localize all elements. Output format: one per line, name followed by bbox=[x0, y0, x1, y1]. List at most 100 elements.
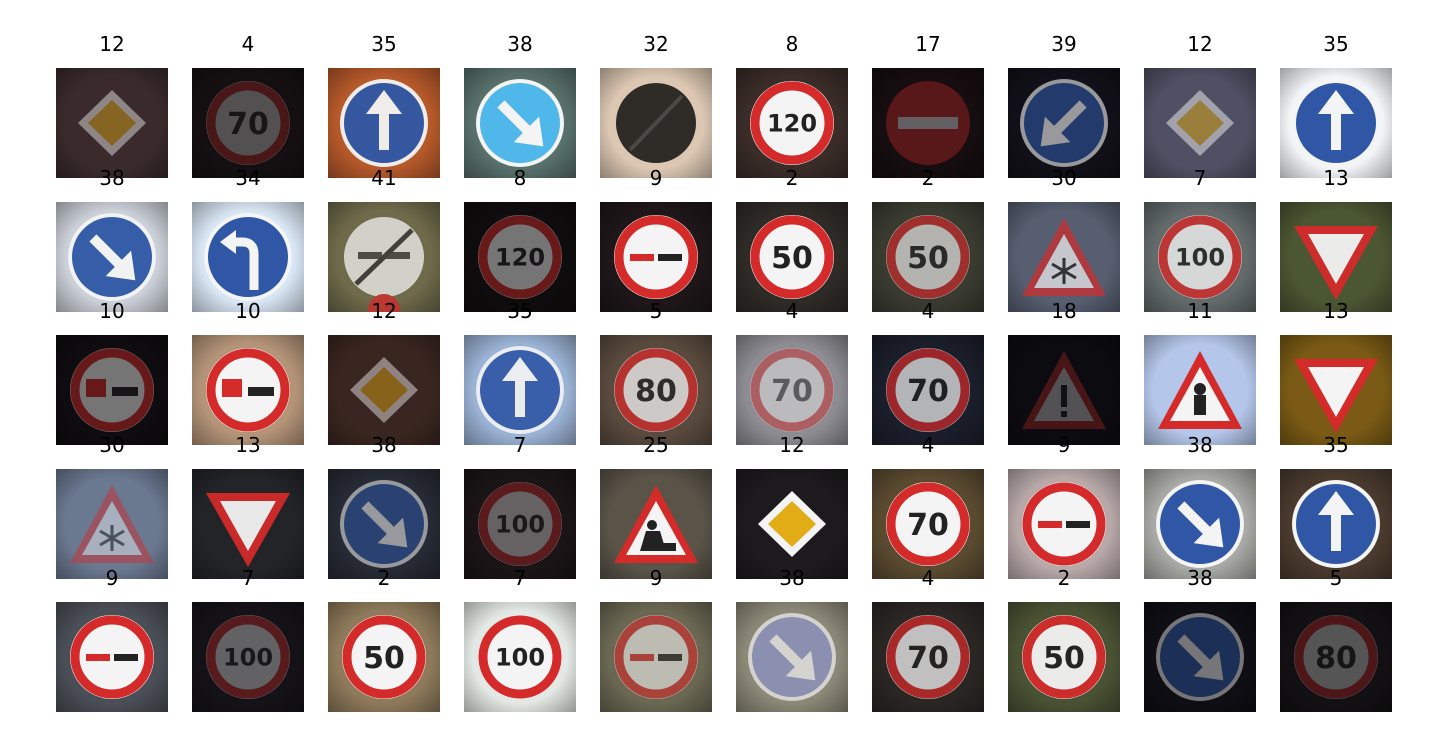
sign-cell: 12 bbox=[736, 433, 848, 579]
sign-image bbox=[736, 468, 848, 579]
svg-text:70: 70 bbox=[771, 374, 813, 409]
sign-image: 100 bbox=[464, 468, 576, 579]
sign-image bbox=[872, 68, 984, 178]
sign-class-label: 38 bbox=[99, 165, 125, 190]
sign-class-label: 32 bbox=[643, 32, 669, 56]
sign-class-label: 2 bbox=[1057, 566, 1071, 590]
sign-class-label: 38 bbox=[371, 432, 397, 457]
svg-text:100: 100 bbox=[495, 510, 545, 538]
svg-text:50: 50 bbox=[1043, 641, 1085, 676]
sign-cell: 32 bbox=[600, 32, 712, 178]
svg-text:50: 50 bbox=[771, 240, 813, 275]
sign-image: 80 bbox=[1280, 602, 1392, 712]
svg-text:80: 80 bbox=[1315, 641, 1357, 676]
sign-image bbox=[1008, 201, 1120, 312]
sign-image bbox=[192, 201, 304, 312]
sign-class-label: 12 bbox=[779, 432, 805, 457]
sign-cell: 50 2 bbox=[1008, 566, 1120, 712]
sign-cell: 70 4 bbox=[736, 299, 848, 445]
sign-class-label: 8 bbox=[513, 165, 527, 190]
sign-class-label: 4 bbox=[785, 299, 799, 323]
sign-class-label: 4 bbox=[921, 432, 935, 457]
sign-class-label: 7 bbox=[513, 432, 527, 457]
sign-image: 80 bbox=[600, 335, 712, 445]
sign-cell: 100 7 bbox=[192, 566, 304, 712]
sign-image bbox=[736, 602, 848, 712]
sign-cell: 41 bbox=[328, 166, 440, 312]
sign-image bbox=[600, 602, 712, 712]
sign-cell: 100 7 bbox=[1144, 166, 1256, 312]
sign-cell: 18 bbox=[1008, 299, 1120, 445]
sign-image bbox=[192, 335, 304, 445]
sign-image bbox=[1144, 602, 1256, 712]
svg-text:100: 100 bbox=[223, 644, 273, 672]
svg-text:70: 70 bbox=[907, 507, 949, 542]
sign-cell: 13 bbox=[1280, 166, 1392, 312]
sign-cell: 50 2 bbox=[736, 166, 848, 312]
sign-image bbox=[1280, 68, 1392, 178]
sign-class-label: 4 bbox=[241, 32, 255, 56]
sign-image bbox=[1008, 335, 1120, 445]
sign-class-label: 9 bbox=[649, 165, 663, 190]
sign-cell: 30 bbox=[56, 433, 168, 579]
sign-cell: 100 7 bbox=[464, 566, 576, 712]
svg-text:50: 50 bbox=[907, 240, 949, 275]
sign-class-label: 8 bbox=[785, 32, 799, 56]
sign-class-label: 13 bbox=[1323, 299, 1349, 323]
sign-class-label: 9 bbox=[105, 566, 119, 590]
sign-cell: 9 bbox=[600, 166, 712, 312]
sign-cell: 25 bbox=[600, 433, 712, 579]
sign-cell: 70 4 bbox=[872, 299, 984, 445]
svg-text:80: 80 bbox=[635, 374, 677, 409]
svg-text:100: 100 bbox=[495, 644, 545, 672]
svg-text:70: 70 bbox=[227, 107, 269, 142]
sign-class-label: 12 bbox=[371, 299, 397, 323]
sign-cell: 11 bbox=[1144, 299, 1256, 445]
svg-text:120: 120 bbox=[767, 110, 817, 138]
sign-class-label: 2 bbox=[377, 566, 391, 590]
sign-image: 50 bbox=[736, 201, 848, 312]
sign-class-label: 9 bbox=[649, 566, 663, 590]
svg-text:120: 120 bbox=[495, 243, 545, 271]
sign-class-label: 38 bbox=[507, 32, 533, 56]
sign-cell: 70 4 bbox=[872, 566, 984, 712]
sign-class-label: 17 bbox=[915, 32, 941, 56]
sign-class-label: 35 bbox=[1323, 432, 1349, 457]
sign-cell: 10 bbox=[192, 299, 304, 445]
sign-cell: 9 bbox=[600, 566, 712, 712]
sign-class-label: 34 bbox=[235, 165, 261, 190]
sign-image bbox=[1008, 468, 1120, 579]
sign-cell: 13 bbox=[192, 433, 304, 579]
sign-class-label: 10 bbox=[99, 299, 125, 323]
sign-cell: 50 2 bbox=[328, 566, 440, 712]
sign-image: 50 bbox=[1008, 602, 1120, 712]
sign-class-label: 7 bbox=[241, 566, 255, 590]
sign-cell: 12 bbox=[328, 299, 440, 445]
sign-class-label: 35 bbox=[371, 32, 397, 56]
svg-text:50: 50 bbox=[363, 641, 405, 676]
sign-class-label: 10 bbox=[235, 299, 261, 323]
svg-text:100: 100 bbox=[1175, 243, 1225, 271]
sign-image bbox=[1144, 68, 1256, 178]
sign-class-label: 12 bbox=[99, 32, 125, 56]
sign-cell: 17 bbox=[872, 32, 984, 178]
sign-image bbox=[1280, 335, 1392, 445]
sign-image bbox=[600, 68, 712, 178]
sign-class-label: 30 bbox=[99, 432, 125, 457]
sign-cell: 9 bbox=[56, 566, 168, 712]
sign-class-label: 2 bbox=[921, 165, 935, 190]
sign-cell: 120 8 bbox=[736, 32, 848, 178]
sign-class-label: 9 bbox=[1057, 432, 1071, 457]
sign-image: 50 bbox=[328, 602, 440, 712]
sign-class-label: 35 bbox=[507, 299, 533, 323]
sign-cell: 70 4 bbox=[872, 433, 984, 579]
sign-class-label: 35 bbox=[1323, 32, 1349, 56]
sign-cell: 39 bbox=[1008, 32, 1120, 178]
sign-image bbox=[328, 335, 440, 445]
sign-image: 120 bbox=[464, 201, 576, 312]
sign-cell: 80 5 bbox=[600, 299, 712, 445]
sign-image bbox=[464, 68, 576, 178]
sign-image bbox=[1280, 468, 1392, 579]
sign-class-label: 41 bbox=[371, 165, 397, 190]
sign-class-label: 38 bbox=[1187, 432, 1213, 457]
